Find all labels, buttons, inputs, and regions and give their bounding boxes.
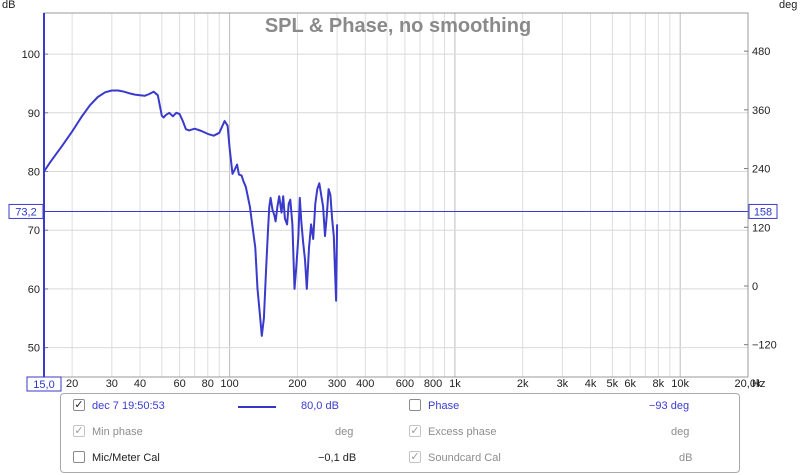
measurement-value: 80,0 dB xyxy=(301,400,339,412)
svg-text:15,0: 15,0 xyxy=(33,379,54,391)
y-left-tick-label: 80 xyxy=(28,167,40,179)
soundcard-cal-checkbox[interactable]: ✓ xyxy=(409,451,421,463)
phase-label: Phase xyxy=(428,400,460,412)
cursor-x-value: 15,0 xyxy=(26,376,62,392)
x-tick-label: 10k xyxy=(671,378,689,390)
legend-row-min-phase: ✓ Min phase deg ✓ Excess phase deg xyxy=(61,420,739,446)
mic-cal-checkbox[interactable] xyxy=(73,451,85,463)
y-left-tick-label: 90 xyxy=(28,108,40,120)
x-tick-label: 400 xyxy=(356,378,374,390)
measurement-name: dec 7 19:50:53 xyxy=(92,400,165,412)
svg-text:73,2: 73,2 xyxy=(15,206,36,218)
mic-cal-value: −0,1 dB xyxy=(318,452,357,464)
mic-cal-label: Mic/Meter Cal xyxy=(92,452,160,464)
right-axis-unit: deg xyxy=(779,0,797,11)
x-tick-label: 800 xyxy=(424,378,442,390)
y-right-tick-label: 0 xyxy=(752,281,758,293)
legend-row-measurement: ✓ dec 7 19:50:53 80,0 dB Phase −93 deg xyxy=(61,394,739,420)
measurement-checkbox[interactable]: ✓ xyxy=(73,399,85,411)
x-tick-label: 6k xyxy=(624,378,636,390)
y-left-tick-label: 70 xyxy=(28,225,40,237)
x-tick-label: 200 xyxy=(288,378,306,390)
x-tick-label: 20 xyxy=(66,378,78,390)
excess-phase-label: Excess phase xyxy=(428,426,497,438)
x-tick-label: 2k xyxy=(517,378,529,390)
x-tick-label: 3k xyxy=(557,378,569,390)
x-tick-label: 1k xyxy=(449,378,461,390)
spl-series-line xyxy=(43,89,339,337)
x-tick-label: 5k xyxy=(607,378,619,390)
phase-value: −93 deg xyxy=(649,400,690,412)
x-tick-label: 300 xyxy=(328,378,346,390)
legend-row-calibration: Mic/Meter Cal −0,1 dB ✓ Soundcard Cal dB xyxy=(61,446,739,472)
x-tick-label: 30 xyxy=(106,378,118,390)
x-tick-label: 80 xyxy=(202,378,214,390)
x-tick-label: 4k xyxy=(585,378,597,390)
x-tick-label: 20,0k xyxy=(735,378,762,390)
plot-frame xyxy=(43,12,749,378)
y-right-tick-label: 120 xyxy=(752,222,770,234)
x-tick-label: 100 xyxy=(220,378,238,390)
min-phase-unit: deg xyxy=(335,426,354,438)
x-tick-label: 600 xyxy=(396,378,414,390)
measurement-line-swatch xyxy=(238,406,276,408)
left-axis-unit: dB xyxy=(2,0,15,11)
x-tick-label: 60 xyxy=(174,378,186,390)
svg-text:158: 158 xyxy=(754,206,772,218)
excess-phase-unit: deg xyxy=(671,426,690,438)
grid xyxy=(44,13,748,377)
x-tick-label: 8k xyxy=(653,378,665,390)
min-phase-label: Min phase xyxy=(92,426,143,438)
soundcard-cal-label: Soundcard Cal xyxy=(428,452,501,464)
y-left-tick-label: 50 xyxy=(28,343,40,355)
phase-checkbox[interactable] xyxy=(409,399,421,411)
legend-panel: ✓ dec 7 19:50:53 80,0 dB Phase −93 deg ✓… xyxy=(60,393,740,473)
y-right-tick-label: 240 xyxy=(752,164,770,176)
excess-phase-checkbox[interactable]: ✓ xyxy=(409,425,421,437)
y-right-tick-label: −120 xyxy=(752,340,777,352)
cursor-right-value: 158 xyxy=(748,203,778,219)
y-right-tick-label: 360 xyxy=(752,105,770,117)
spl-phase-chart[interactable]: SPL & Phase, no smoothing dB deg Hz 20 30… xyxy=(0,0,800,395)
y-left-tick-label: 60 xyxy=(28,284,40,296)
min-phase-checkbox[interactable]: ✓ xyxy=(73,425,85,437)
chart-title: SPL & Phase, no smoothing xyxy=(265,15,531,37)
y-right-tick-label: 480 xyxy=(752,46,770,58)
x-axis-unit: Hz xyxy=(752,378,765,390)
y-left-tick-label: 100 xyxy=(22,49,40,61)
cursor-left-value: 73,2 xyxy=(8,203,44,219)
soundcard-cal-unit: dB xyxy=(679,452,693,464)
x-tick-label: 40 xyxy=(134,378,146,390)
